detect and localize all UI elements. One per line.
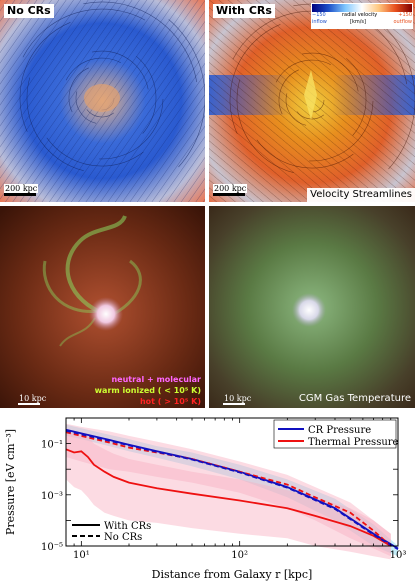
- legend-entry-label: No CRs: [104, 532, 142, 543]
- scale-bar-mid-left: 10 kpc: [18, 394, 47, 405]
- x-axis-label: Distance from Galaxy r [kpc]: [152, 568, 313, 581]
- streamlines-with-crs-image: [209, 0, 415, 202]
- legend-warm: warm ionized ( < 10⁵ K): [94, 386, 201, 395]
- series-band-1: [66, 423, 391, 557]
- series-line-2: [65, 448, 392, 547]
- x-tick-label: 10¹: [73, 550, 90, 561]
- scale-bar-top-left: 200 kpc: [4, 184, 39, 196]
- pressure-profile-chart: 10¹ 10² 10³ 10⁻⁵ 10⁻³ 10⁻¹ Distance from Galax…: [4, 417, 407, 581]
- radial-velocity-colorbar: −150 radial velocity +150 inflow [km/s] …: [311, 3, 413, 29]
- scale-bar-top-right: 200 kpc: [213, 184, 248, 196]
- streamline: [19, 22, 71, 132]
- streamline: [278, 69, 299, 115]
- top-right-panel-label: With CRs: [213, 4, 275, 18]
- scale-bar-line: [4, 193, 36, 196]
- streamline: [86, 109, 114, 118]
- streamline: [22, 8, 146, 58]
- streamline: [83, 1, 197, 83]
- panel-streamlines-no-crs: No CRs 200 kpc: [0, 0, 205, 202]
- colorbar-gradient: [312, 4, 412, 12]
- colorbar-unit: [km/s]: [350, 19, 366, 25]
- plot-frame: [65, 417, 399, 547]
- streamline: [236, 79, 294, 173]
- colorbar-min-value: −150: [312, 12, 326, 18]
- legend-neutral: neutral + molecular: [111, 375, 201, 384]
- streamline: [136, 56, 157, 134]
- streamline: [65, 57, 121, 81]
- panel-streamlines-with-crs: With CRs −150 radial velocity +150 inflo…: [209, 0, 415, 202]
- streamline: [46, 137, 144, 167]
- cgm-temperature-caption: CGM Gas Temperature: [298, 393, 411, 404]
- streamline: [285, 93, 307, 126]
- scale-bar-line: [18, 403, 40, 405]
- temperature-no-crs-image: [0, 206, 205, 408]
- scale-bar-mid-right: 10 kpc: [223, 394, 252, 405]
- x-tick-label: 10³: [390, 550, 407, 561]
- streamline: [75, 91, 97, 124]
- colorbar-title: radial velocity: [342, 12, 378, 18]
- streamline: [92, 50, 149, 90]
- x-tick-label: 10²: [231, 550, 248, 561]
- legend-entry-label: With CRs: [104, 521, 151, 532]
- streamline: [309, 100, 374, 162]
- temperature-legend: neutral + molecular warm ionized ( < 10⁵…: [95, 374, 201, 407]
- colorbar-max-value: +150: [398, 12, 412, 18]
- panel-temperature-no-crs: neutral + molecular warm ionized ( < 10⁵…: [0, 206, 205, 408]
- streamline: [256, 139, 354, 169]
- y-tick-label: 10⁻³: [41, 491, 63, 502]
- legend-entry-label: CR Pressure: [308, 425, 371, 436]
- velocity-streamlines-caption: Velocity Streamlines: [307, 188, 415, 202]
- streamline: [302, 52, 359, 92]
- panel-temperature-with-crs: 10 kpc CGM Gas Temperature: [209, 206, 415, 408]
- streamline: [346, 58, 367, 136]
- streamline: [68, 67, 89, 113]
- streamline: [26, 77, 84, 171]
- colorbar-inflow-note: inflow: [312, 19, 327, 25]
- streamline: [229, 24, 281, 134]
- legend-hot: hot ( > 10⁵ K): [139, 397, 201, 406]
- streamline: [311, 99, 325, 113]
- streamline: [168, 19, 205, 168]
- y-axis-label: Pressure [eV cm⁻³]: [4, 429, 17, 535]
- streamlines-no-crs-image: [0, 0, 205, 202]
- legend-entry-label: Thermal Pressure: [308, 437, 399, 448]
- streamline: [99, 98, 164, 160]
- colorbar-outflow-note: outflow: [393, 19, 413, 25]
- scale-bar-line: [223, 403, 245, 405]
- y-tick-label: 10⁻¹: [41, 440, 63, 451]
- temperature-with-crs-image: [209, 206, 415, 408]
- streamline: [296, 111, 324, 120]
- top-left-panel-label: No CRs: [4, 4, 54, 18]
- series-band-2: [66, 431, 391, 560]
- y-tick-label: 10⁻⁵: [41, 542, 63, 553]
- scale-bar-line: [213, 193, 245, 196]
- streamline: [275, 59, 331, 83]
- series-line-3: [65, 429, 399, 550]
- legend-top-right-box: [273, 419, 397, 449]
